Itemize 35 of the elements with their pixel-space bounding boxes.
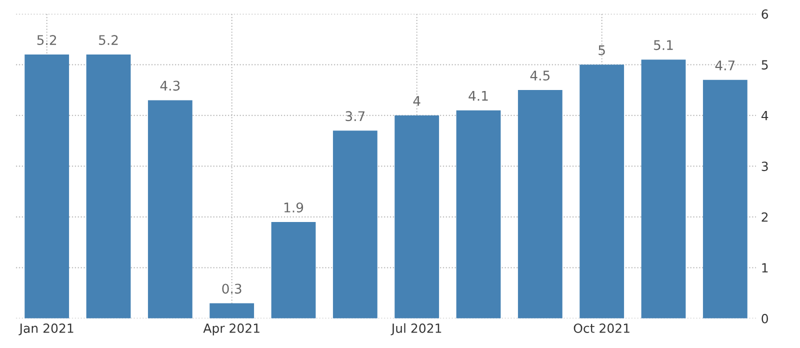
y-tick-label: 2	[762, 212, 768, 222]
bar	[518, 90, 562, 318]
data-label: 4.1	[468, 91, 488, 101]
x-tick-label: Jan 2021	[18, 324, 74, 336]
y-tick-label: 5	[762, 60, 768, 70]
data-label: 3.7	[346, 111, 365, 122]
bar	[456, 110, 501, 318]
bar	[641, 60, 686, 318]
bar	[24, 54, 70, 318]
bar	[148, 100, 192, 318]
y-tick-label: 3	[762, 162, 768, 172]
bar	[394, 115, 440, 318]
y-tick-label: 1	[762, 263, 768, 272]
y-tick-label: 6	[762, 9, 768, 19]
data-label: 4	[413, 96, 420, 106]
bar	[271, 222, 316, 318]
data-label: 4.3	[160, 80, 180, 91]
bar	[210, 303, 254, 318]
y-tick-label: 4	[761, 111, 768, 120]
data-label: 0.3	[222, 284, 242, 294]
data-label: 4.7	[715, 60, 735, 70]
bar	[332, 130, 378, 318]
data-label: 5	[598, 45, 605, 56]
bar	[86, 54, 131, 318]
bar	[580, 64, 624, 318]
data-label: 1.9	[284, 202, 304, 212]
y-tick-label: 0	[762, 314, 768, 324]
x-tick-label: Apr 2021	[203, 324, 260, 336]
data-label: 5.2	[99, 35, 118, 46]
x-tick-label: Oct 2021	[574, 324, 630, 333]
bar	[702, 80, 748, 318]
x-tick-label: Jul 2021	[390, 323, 442, 336]
data-label: 5.2	[37, 35, 56, 46]
data-label: 4.5	[530, 70, 550, 81]
data-label: 5.1	[654, 40, 673, 50]
